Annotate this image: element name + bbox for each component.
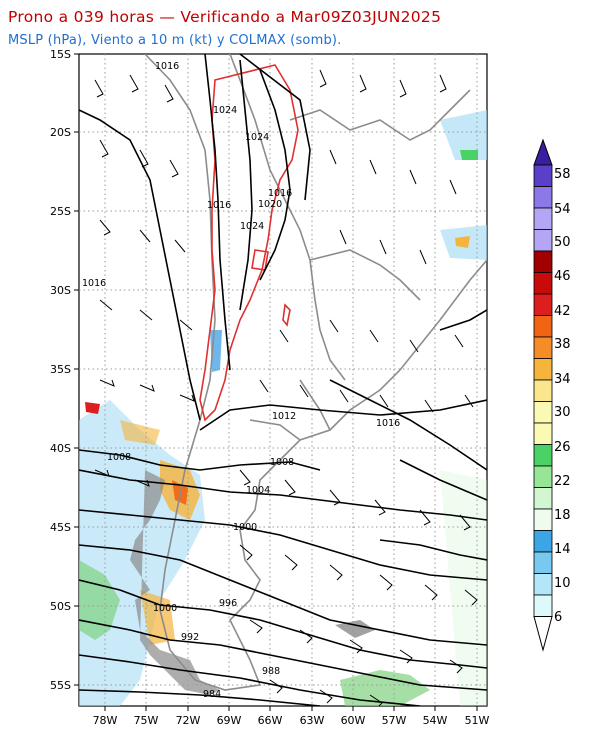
colorbar-label: 42 [554,304,571,319]
lon-label: 51W [465,714,490,727]
lat-label: 30S [50,284,71,297]
isobar-label: 1000 [153,603,177,614]
lon-label: 78W [93,714,118,727]
wind-barbs [94,69,478,706]
isobar-label: 1008 [107,452,131,463]
axis-ticks [74,53,478,711]
isobar-label: 1000 [233,522,257,533]
lon-label: 54W [423,714,448,727]
lon-label: 72W [176,714,201,727]
isobar-label: 1024 [240,221,264,232]
latitude-labels: 15S 20S 25S 30S 35S 40S 45S 50S 55S [50,48,71,692]
colorbar-label: 18 [554,508,571,523]
lon-label: 63W [300,714,325,727]
map-content: 1016 1024 1024 1016 1016 1020 1024 1016 … [79,54,487,706]
isobar-label: 988 [262,666,280,677]
lat-label: 20S [50,126,71,139]
colorbar-label: 38 [554,337,571,352]
isobar-label: 1008 [270,457,294,468]
lat-label: 55S [50,679,71,692]
isobar-label: 1020 [258,199,282,210]
lon-label: 57W [382,714,407,727]
colorbar-labels: 58 54 50 46 42 38 34 30 26 22 18 14 10 6 [554,167,571,625]
colorbar: 58 54 50 46 42 38 34 30 26 22 18 14 10 6 [533,138,571,652]
lon-label: 66W [258,714,283,727]
isobar-label: 992 [181,632,199,643]
lat-label: 15S [50,48,71,61]
colorbar-label: 14 [554,542,571,557]
isobar-label: 1012 [272,411,296,422]
isobar-label: 1016 [376,418,400,429]
lat-label: 25S [50,205,71,218]
isobar-label: 984 [203,689,221,700]
lon-label: 69W [217,714,242,727]
longitude-labels: 78W 75W 72W 69W 66W 63W 60W 57W 54W 51W [93,714,490,727]
isobars [79,54,487,706]
colorbar-label: 34 [554,372,571,387]
colorbar-label: 10 [554,576,571,591]
graticule [79,54,487,706]
isobar-label: 1016 [268,188,292,199]
colorbar-label: 58 [554,167,571,182]
colorbar-label: 6 [554,610,562,625]
lat-label: 35S [50,363,71,376]
coastlines [144,54,487,691]
lat-label: 45S [50,521,71,534]
map-subtitle: MSLP (hPa), Viento a 10 m (kt) y COLMAX … [8,33,342,48]
map-title: Prono a 039 horas — Verificando a Mar09Z… [8,8,442,26]
colorbar-label: 26 [554,440,571,455]
lon-label: 60W [341,714,366,727]
isobar-label: 1016 [207,200,231,211]
colorbar-label: 30 [554,405,571,420]
colorbar-label: 46 [554,269,571,284]
isobar-label: 1016 [82,278,106,289]
lat-label: 40S [50,442,71,455]
lon-label: 75W [134,714,159,727]
colorbar-label: 50 [554,235,571,250]
colorbar-label: 22 [554,474,571,489]
isobar-label: 1004 [246,485,270,496]
colorbar-top-arrow [533,138,553,166]
isobar-label: 1024 [213,105,237,116]
isobar-labels: 1016 1024 1024 1016 1016 1020 1024 1016 … [82,61,400,700]
colorbar-bottom-arrow [533,616,553,652]
isobar-label: 1016 [155,61,179,72]
colorbar-label: 54 [554,202,571,217]
isobar-label: 1024 [245,132,269,143]
lat-label: 50S [50,600,71,613]
isobar-label: 996 [219,598,237,609]
